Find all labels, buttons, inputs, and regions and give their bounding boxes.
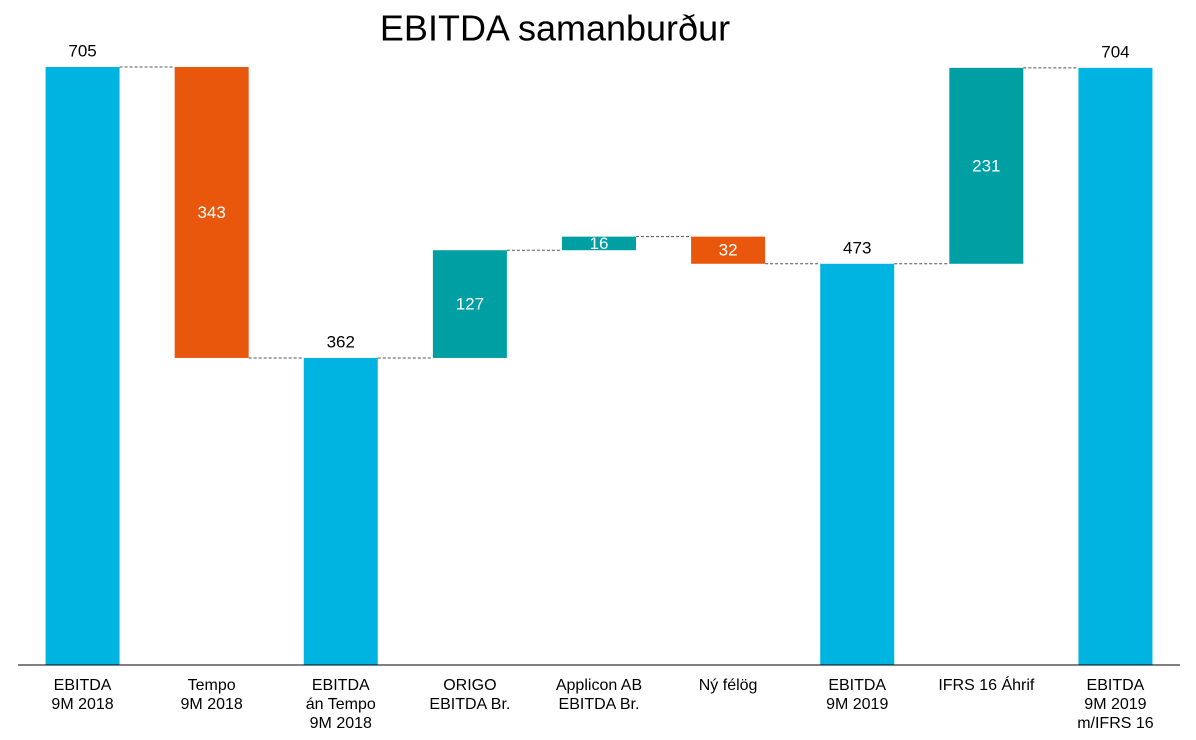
x-tick-label: Applicon AB: [556, 677, 642, 694]
value-label: 127: [456, 295, 484, 314]
value-label: 705: [68, 41, 96, 60]
x-tick-label: EBITDA: [1087, 677, 1145, 694]
value-label: 16: [590, 234, 609, 253]
value-label: 231: [972, 156, 1000, 175]
x-tick-label: 9M 2018: [181, 696, 243, 713]
bar: [174, 67, 249, 358]
bar: [562, 236, 636, 251]
value-label: 704: [1101, 42, 1129, 61]
bar: [45, 67, 120, 665]
value-label: 343: [197, 203, 225, 222]
x-tick-label: EBITDA: [828, 677, 886, 694]
bar: [691, 236, 766, 264]
bar: [1078, 67, 1153, 666]
value-label: 362: [327, 332, 355, 351]
x-tick-label: EBITDA: [312, 677, 370, 694]
x-tick-label: EBITDA Br.: [559, 696, 640, 713]
x-tick-label: Tempo: [188, 677, 236, 694]
x-tick-label: 9M 2018: [310, 715, 372, 732]
x-tick-label: ORIGO: [443, 677, 496, 694]
x-tick-label: án Tempo: [306, 696, 376, 713]
bar: [303, 357, 378, 665]
x-tick-label: EBITDA Br.: [429, 696, 510, 713]
x-tick-label: Ný félög: [699, 677, 758, 694]
value-label: 473: [843, 238, 871, 257]
bar: [432, 250, 507, 358]
x-tick-label: 9M 2019: [1084, 696, 1146, 713]
x-tick-label: 9M 2018: [51, 696, 113, 713]
x-tick-label: m/IFRS 16: [1077, 715, 1154, 732]
x-tick-label: EBITDA: [54, 677, 112, 694]
chart-title: EBITDA samanburður: [380, 8, 730, 49]
bar: [820, 263, 895, 665]
bar: [949, 67, 1024, 264]
x-tick-label: 9M 2019: [826, 696, 888, 713]
value-label: 32: [719, 241, 738, 260]
x-tick-label: IFRS 16 Áhrif: [938, 675, 1035, 694]
